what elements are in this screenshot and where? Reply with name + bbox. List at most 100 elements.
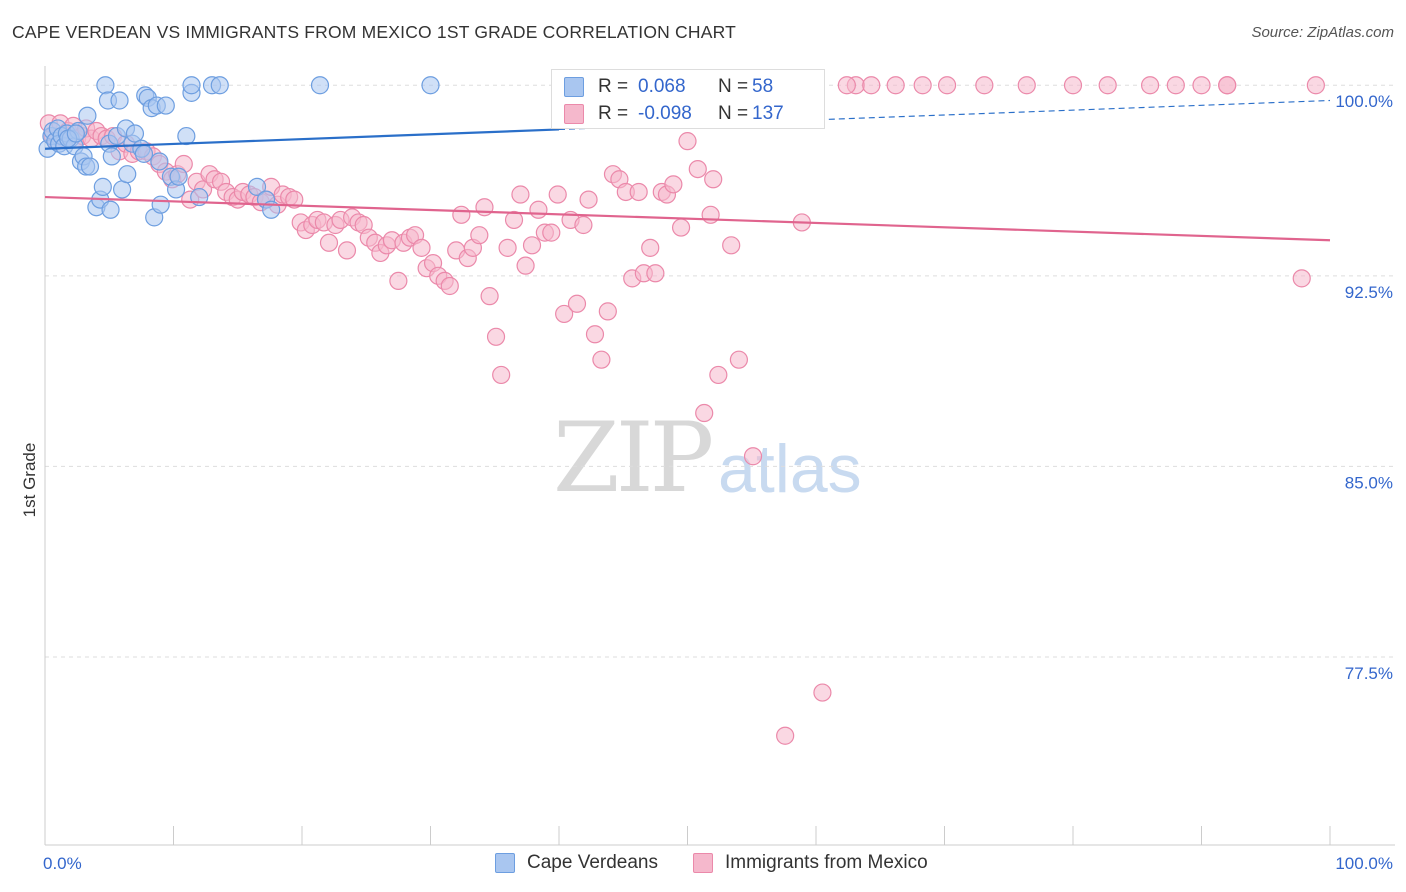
cape-verdean-point [118,165,137,184]
legend-row-immigrants-from-mexico: R = -0.098 N = 137 [564,101,784,127]
y-tick-label: 100.0% [1335,92,1393,111]
cape-verdean-point [156,96,175,115]
cape-verdean-point [182,76,201,95]
mexico-immigrant-point [1306,76,1325,95]
mexico-immigrant-point [516,256,535,275]
mexico-immigrant-point [701,205,720,224]
mexico-immigrant-point [678,132,697,151]
mexico-immigrant-point [709,365,728,385]
mexico-immigrant-point [776,726,795,745]
mexico-immigrant-point [470,226,489,245]
mexico-immigrant-point [548,185,567,204]
mexico-immigrant-point [412,238,431,257]
mexico-immigrant-point [440,276,459,296]
blue-swatch [495,853,515,873]
x-tick-label-max: 100.0% [1335,854,1393,873]
pink-swatch [564,104,584,124]
cape-verdean-trend-line [44,128,560,150]
cape-verdean-point [151,195,170,214]
cape-verdean-point [177,126,196,146]
mexico-immigrant-point [837,76,856,95]
source-credit: Source: ZipAtlas.com [1251,24,1394,41]
y-tick-label: 77.5% [1345,664,1393,683]
mexico-immigrant-point [598,302,617,321]
mexico-immigrant-point [1166,76,1185,95]
mexico-immigrant-point [522,236,542,255]
mexico-immigrant-point [743,447,763,466]
cape-verdean-point [421,76,440,95]
r-value: -0.098 [638,103,692,124]
cape-verdean-point [247,177,267,196]
y-axis-label: 1st Grade [20,442,39,518]
n-label: N = [718,103,749,124]
y-axis-label-wrap: 1st Grade [18,430,42,530]
cape-verdean-point [80,157,100,176]
cape-verdean-point [150,152,169,171]
cape-verdean-point [66,124,85,143]
cape-verdean-trend-extension [558,99,1331,131]
mexico-immigrant-point [937,76,957,95]
mexico-immigrant-point [975,76,994,95]
cape-verdean-point [169,167,188,186]
axis-layer [44,66,1395,846]
mexico-immigrant-point [511,185,530,204]
cape-verdean-point [96,76,115,95]
mexico-immigrant-point [688,159,707,179]
mexico-immigrant-point [1098,76,1117,95]
chart-title: CAPE VERDEAN VS IMMIGRANTS FROM MEXICO 1… [12,22,736,42]
mexico-immigrant-point [555,304,574,324]
mexico-immigrant-point [862,76,881,95]
mexico-immigrant-point [337,241,357,260]
cape-verdean-point [78,106,97,125]
legend-item-cape-verdeans[interactable]: Cape Verdeans [495,852,658,874]
mexico-immigrant-point [574,215,593,235]
mexico-immigrant-point [542,223,561,242]
mexico-immigrant-point [641,238,660,257]
r-label: R = [598,76,629,97]
mexico-immigrant-point [664,175,683,194]
mexico-immigrant-point [475,198,494,217]
mexico-immigrant-point [671,218,691,237]
mexico-immigrant-point [498,238,517,257]
mexico-immigrant-point [1017,76,1036,95]
cape-verdean-point [125,124,145,143]
cape-verdean-point [134,144,154,163]
mexico-immigrant-point [704,170,723,189]
mexico-immigrant-point [585,325,605,344]
cape-verdean-point [102,147,121,166]
cape-verdean-point [310,76,330,95]
r-value: 0.068 [638,76,686,97]
mexico-immigrant-point [1218,76,1237,95]
mexico-immigrant-point [729,350,749,369]
mexico-immigrant-point [1063,76,1083,95]
mexico-immigrant-point [695,403,714,423]
n-value: 58 [752,76,774,97]
mexico-immigrant-point [319,233,339,252]
mexico-immigrant-point [504,210,524,230]
n-value: 137 [752,103,784,124]
cape-verdean-point [210,76,229,95]
blue-swatch [564,77,584,97]
legend-row-cape-verdeans: R = 0.068 N = 58 [564,74,773,100]
mexico-immigrant-point [480,287,499,306]
series-legend: Cape Verdeans Immigrants from Mexico [0,852,1406,878]
mexico-immigrant-point [722,236,741,255]
mexico-immigrant-point [1192,76,1211,95]
mexico-immigrant-point [913,76,932,95]
mexico-immigrant-point [285,190,304,209]
cape-verdean-point [93,177,112,196]
y-tick-label: 92.5% [1345,283,1393,302]
mexico-immigrant-point [492,365,511,385]
mexico-immigrant-point [592,350,611,369]
series-cape-verdeans [38,76,440,227]
r-label: R = [598,103,629,124]
x-tick-label-min: 0.0% [43,854,82,873]
legend-item-immigrants-from-mexico[interactable]: Immigrants from Mexico [693,852,928,874]
cape-verdean-point [101,200,120,219]
trend-lines [44,99,1331,242]
legend-label: Immigrants from Mexico [725,852,928,873]
mexico-immigrant-point [1140,76,1160,95]
mexico-immigrant-point [567,294,587,313]
n-label: N = [718,76,749,97]
